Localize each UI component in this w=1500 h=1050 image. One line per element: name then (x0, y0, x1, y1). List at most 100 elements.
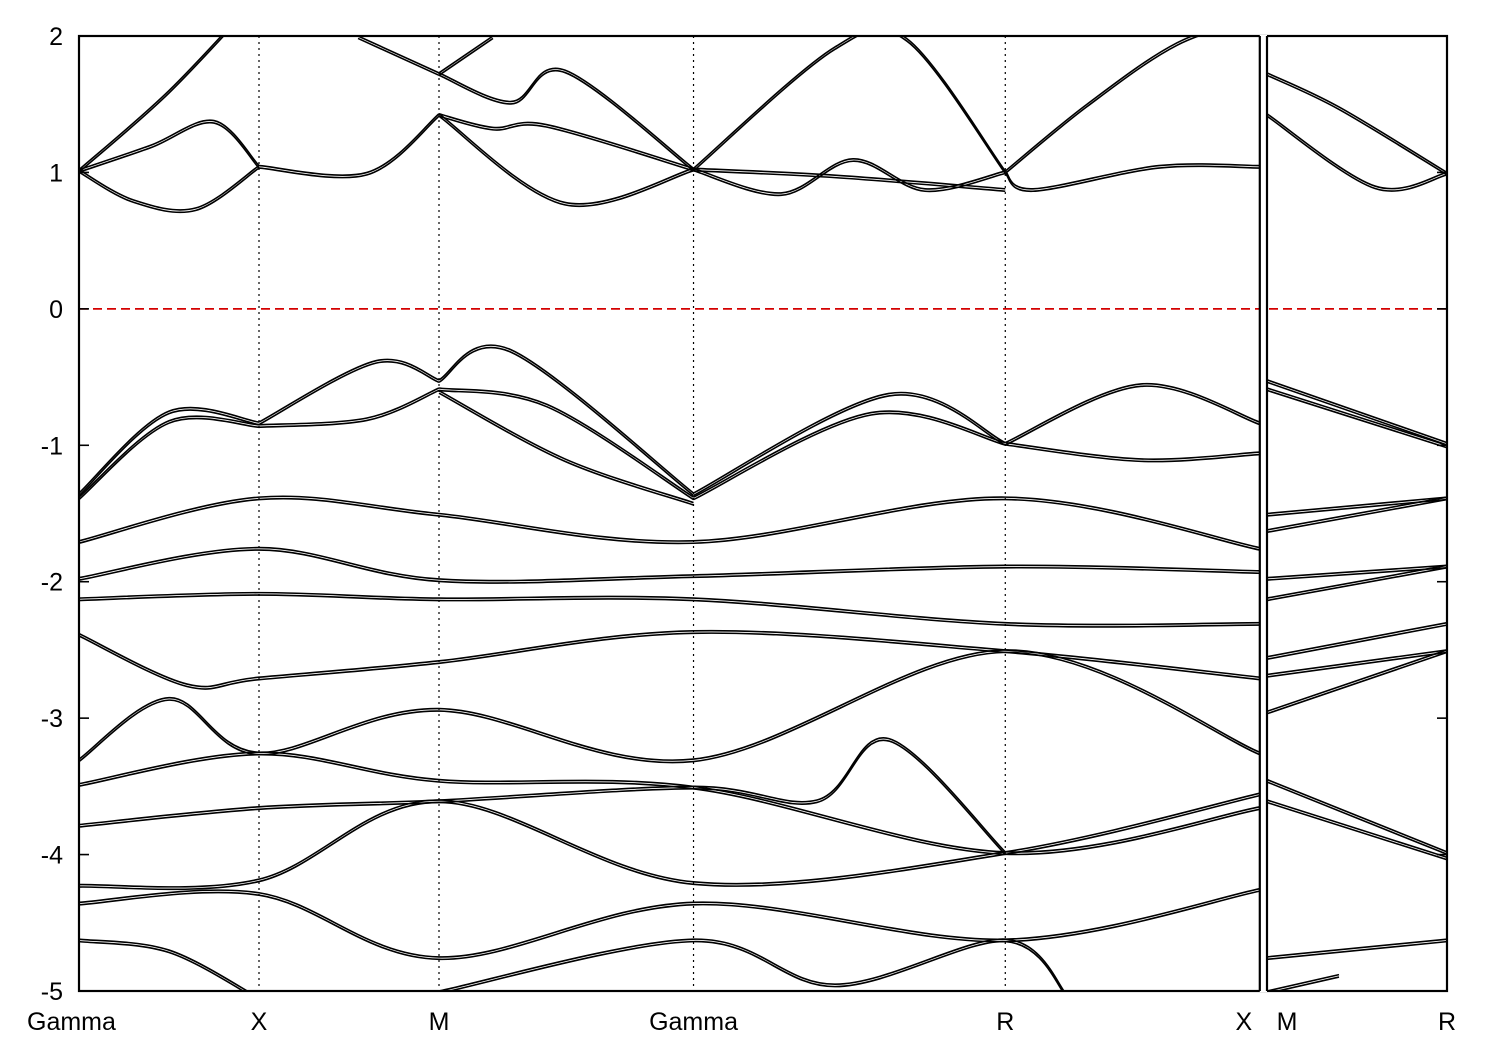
band-line (79, 409, 260, 497)
band-line (79, 415, 260, 498)
band-line (258, 113, 440, 176)
band-line (1266, 379, 1447, 444)
band-line (79, 792, 1260, 888)
band-line (1266, 781, 1447, 856)
y-tick-label: -5 (41, 978, 63, 1006)
band-line (1266, 564, 1447, 579)
band-line (79, 739, 1006, 855)
segment-gap (1259, 35, 1267, 992)
band-line (79, 497, 1260, 551)
band-line (79, 546, 1260, 582)
y-tick-label: -4 (41, 842, 63, 870)
band-line (1004, 36, 1195, 172)
band-line (79, 417, 260, 501)
band-line (693, 394, 1006, 497)
band-line (438, 67, 695, 169)
band-line (258, 115, 440, 179)
band-line (693, 391, 1006, 494)
band-line (357, 37, 440, 77)
band-line (438, 387, 694, 498)
band-line (1266, 621, 1447, 658)
band-line (1266, 72, 1447, 174)
band-line (79, 119, 260, 171)
band-line (79, 651, 1261, 764)
band-line (1266, 567, 1447, 602)
band-line (1266, 801, 1447, 861)
band-line (79, 549, 1260, 584)
band-line (438, 112, 694, 170)
band-line (79, 164, 260, 211)
band-line (1266, 496, 1447, 515)
band-line (1266, 649, 1447, 676)
segment-break (1258, 35, 1269, 992)
band-line (438, 113, 694, 205)
band-line (79, 649, 1261, 761)
band-line (446, 940, 1064, 991)
plot-background (79, 36, 1447, 991)
band-line (258, 361, 440, 426)
x-tick-label: Gamma (27, 1008, 116, 1036)
band-line (693, 160, 1006, 197)
band-line (1266, 389, 1447, 449)
bands (79, 36, 1447, 991)
band-line (438, 36, 494, 74)
band-line (438, 344, 695, 494)
y-tick-label: -3 (41, 705, 63, 733)
band-line (1004, 165, 1260, 193)
band-line (1266, 381, 1447, 446)
band-line (438, 346, 695, 497)
band-line (1266, 651, 1447, 715)
y-tick-label: 0 (49, 296, 63, 324)
band-line (1004, 163, 1260, 190)
band-line (79, 753, 1260, 856)
x-tick-label: R (1438, 1008, 1456, 1036)
y-tick-label: 2 (49, 23, 63, 51)
band-line (693, 167, 1006, 190)
band-line (1266, 387, 1447, 447)
band-line (357, 36, 440, 74)
band-line (79, 938, 249, 991)
band-line (79, 495, 1260, 549)
band-line (1266, 496, 1447, 531)
band-line (79, 36, 225, 173)
x-tick-label: X (1235, 1008, 1252, 1036)
band-line (1266, 74, 1447, 176)
band-line (1266, 113, 1447, 190)
band-line (1005, 441, 1260, 460)
x-tick-label: M (429, 1008, 450, 1036)
band-line (1266, 651, 1447, 678)
band-line (438, 938, 1065, 991)
band-line (438, 392, 694, 506)
x-tick-label: X (251, 1008, 268, 1036)
band-line (438, 389, 694, 501)
plot-frame (77, 34, 1449, 993)
x-tick-label: R (996, 1008, 1014, 1036)
band-line (692, 36, 1006, 174)
band-line (438, 115, 694, 172)
band-line (693, 412, 1006, 501)
band-line (692, 36, 1006, 172)
band-line (1266, 778, 1447, 853)
band-line (258, 389, 440, 429)
band-line (1266, 940, 1447, 961)
band-line (79, 737, 1006, 853)
y-tick-label: -2 (41, 569, 63, 597)
band-line (79, 751, 1260, 853)
band-line (1266, 115, 1447, 192)
band-line (1004, 385, 1261, 446)
band-line (258, 358, 440, 423)
band-line (693, 410, 1006, 498)
band-line (79, 36, 223, 171)
band-line (258, 387, 440, 426)
y-tick-label: -1 (41, 432, 63, 460)
band-line (1004, 383, 1261, 444)
band-line (438, 37, 494, 76)
band-line (79, 591, 1260, 626)
band-line (693, 169, 1006, 193)
band-line (1266, 973, 1340, 991)
band-line (1004, 36, 1202, 175)
x-ticks: Gamma X M Gamma R X M R (27, 1008, 1456, 1036)
band-line (438, 390, 694, 504)
band-line (1266, 649, 1447, 713)
band-line (79, 794, 1260, 891)
